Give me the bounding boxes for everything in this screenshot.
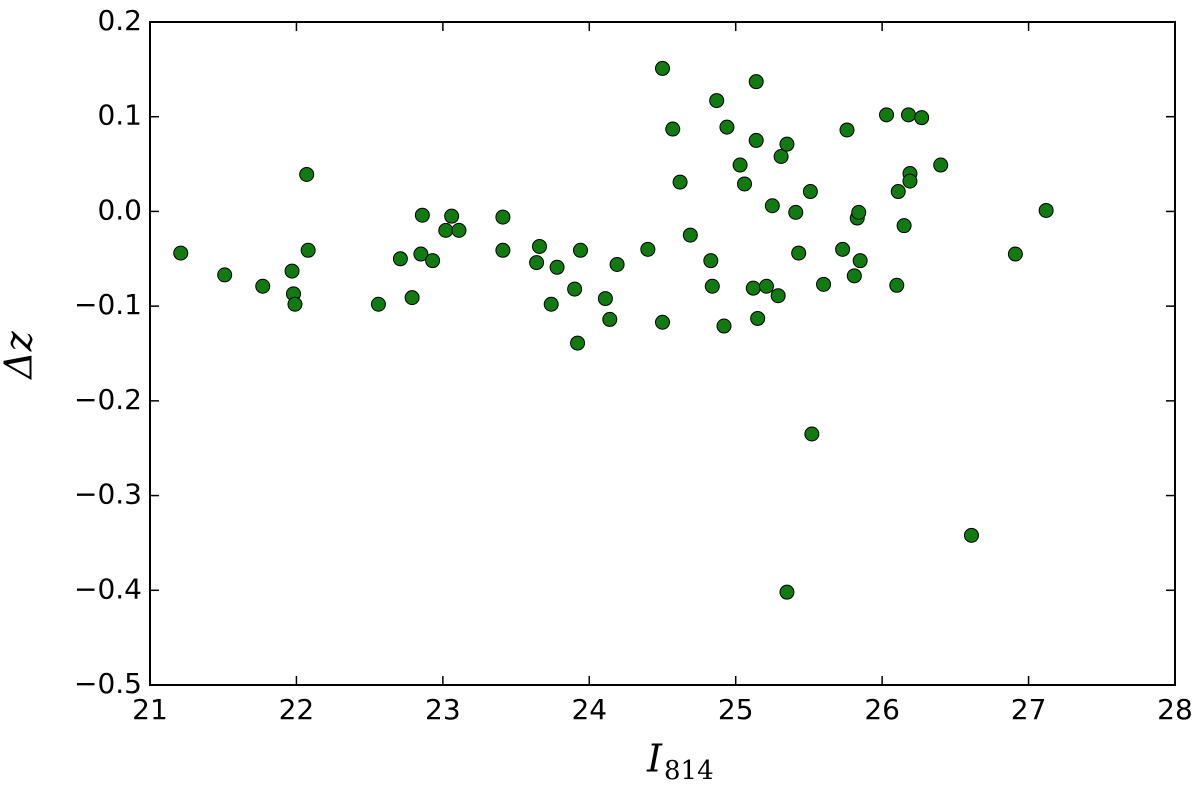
point (758, 278, 774, 294)
x-tick-label: 24 (571, 693, 607, 726)
point (802, 184, 818, 200)
point (549, 259, 565, 275)
point (255, 278, 271, 294)
point (779, 136, 795, 152)
point (901, 107, 916, 123)
point (573, 242, 588, 258)
point (709, 93, 725, 109)
point (748, 74, 764, 90)
point (597, 291, 613, 307)
point (404, 290, 420, 306)
x-tick-label: 21 (132, 693, 168, 726)
point (300, 242, 316, 258)
point (495, 242, 511, 258)
point (804, 426, 820, 442)
point (839, 122, 855, 138)
x-tick-label: 26 (864, 693, 900, 726)
point (764, 198, 780, 214)
plot-frame (149, 21, 1176, 686)
point (745, 280, 761, 296)
y-tick-label: 0.1 (97, 99, 142, 132)
point (879, 107, 895, 123)
y-tick-label: 0.2 (97, 4, 142, 37)
point (852, 253, 868, 269)
x-tick-label: 27 (1011, 693, 1047, 726)
point (287, 296, 303, 312)
point (529, 255, 545, 271)
y-tick-label: −0.1 (74, 288, 142, 321)
point (704, 278, 720, 294)
point (748, 132, 764, 148)
point (444, 208, 460, 224)
x-tick-label: 22 (279, 693, 315, 726)
point (451, 222, 467, 238)
point (719, 119, 735, 135)
point (173, 245, 189, 261)
y-tick-label: −0.5 (74, 667, 142, 700)
point (425, 253, 441, 269)
y-tick-label: −0.3 (74, 478, 142, 511)
point (791, 245, 807, 261)
point (1007, 246, 1023, 262)
point (438, 222, 454, 238)
y-axis-label: Δz (0, 330, 41, 380)
point (773, 148, 789, 164)
y-tick-label: −0.2 (74, 383, 142, 416)
point (846, 268, 862, 284)
point (570, 335, 586, 351)
point (655, 314, 670, 330)
point (682, 227, 698, 243)
point (392, 251, 408, 267)
point (851, 204, 867, 220)
point (299, 166, 315, 182)
point (890, 184, 906, 200)
point (413, 246, 429, 262)
point (532, 238, 547, 254)
point (567, 281, 583, 297)
point (672, 174, 688, 190)
point (788, 204, 804, 220)
point (284, 263, 300, 279)
point (655, 60, 670, 76)
point (896, 218, 912, 234)
point (602, 311, 618, 327)
x-axis-label-subscript: 814 (664, 756, 714, 786)
x-axis-label: I (646, 737, 663, 781)
point (770, 288, 786, 304)
point (816, 276, 832, 292)
point (902, 173, 918, 189)
point (835, 241, 851, 257)
x-tick-label: 28 (1157, 693, 1193, 726)
point (640, 241, 656, 257)
point (665, 121, 681, 137)
point (495, 209, 511, 225)
point (716, 318, 732, 334)
point (779, 584, 795, 600)
point (732, 157, 748, 173)
point (750, 310, 766, 326)
point (914, 110, 930, 126)
y-tick-label: −0.4 (74, 572, 142, 605)
point (933, 157, 949, 173)
point (1038, 202, 1054, 218)
point (370, 296, 386, 312)
point (737, 176, 752, 192)
point (217, 267, 233, 283)
point (963, 527, 979, 543)
y-tick-label: 0.0 (97, 193, 142, 226)
x-tick-label: 23 (425, 693, 461, 726)
point (609, 256, 625, 272)
point (414, 207, 430, 223)
point (703, 253, 719, 269)
point (543, 296, 559, 312)
x-tick-label: 25 (718, 693, 754, 726)
point (889, 277, 905, 293)
